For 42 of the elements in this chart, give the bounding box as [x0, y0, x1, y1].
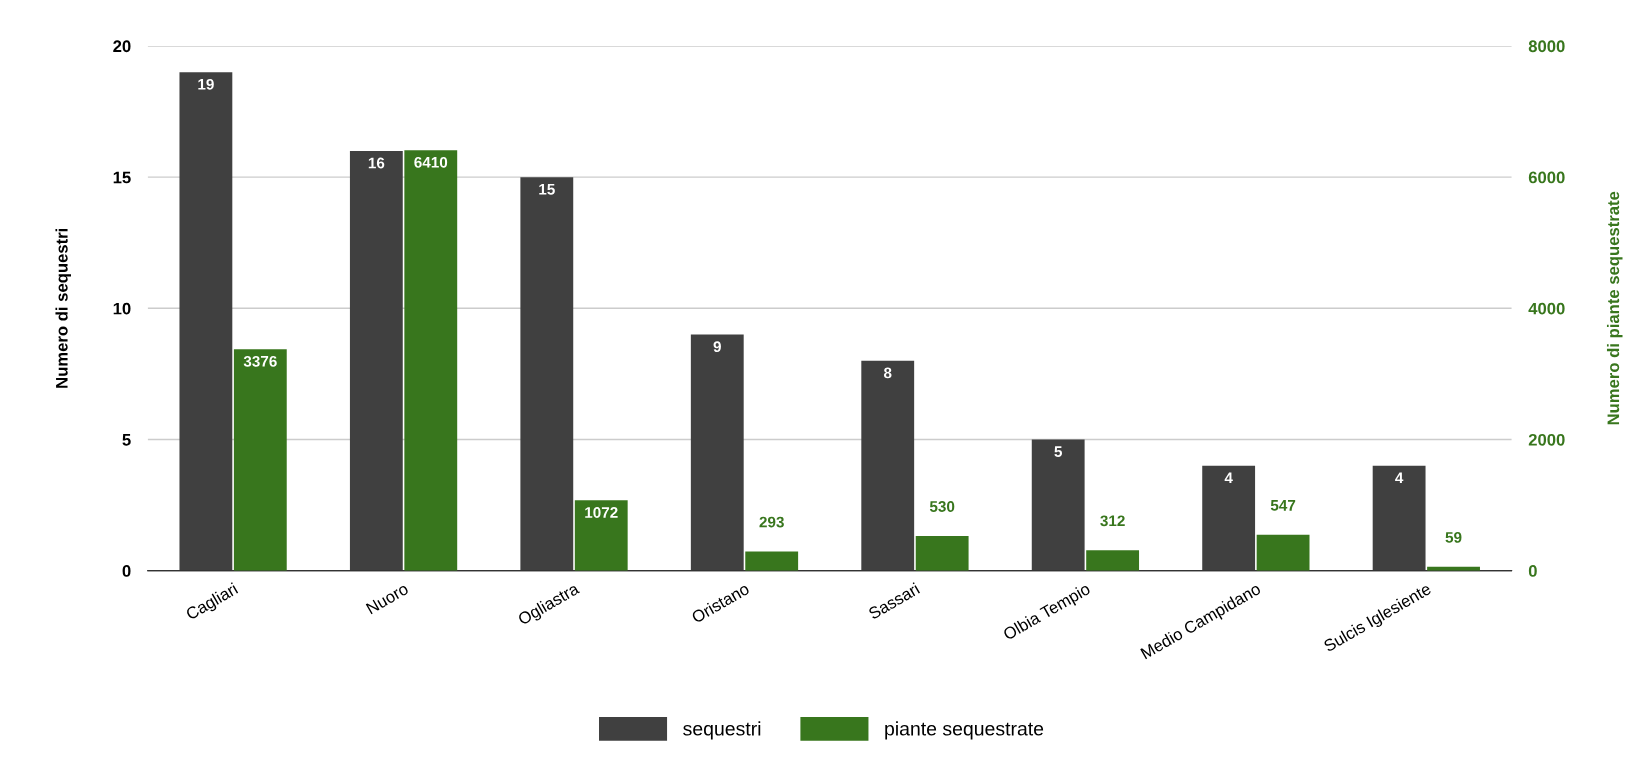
y2-tick-label: 4000 [1528, 302, 1565, 315]
y2-tick-label: 0 [1528, 565, 1537, 577]
data-label: 312 [1100, 515, 1125, 527]
data-label: 19 [198, 78, 214, 90]
bar [574, 500, 628, 571]
data-label: 59 [1445, 531, 1462, 543]
bar [520, 177, 574, 571]
x-tick-label: Nuoro [365, 582, 410, 615]
bar [745, 551, 799, 571]
data-label: 547 [1270, 500, 1296, 511]
y-tick-label: 20 [113, 40, 131, 53]
y-tick-label: 10 [113, 302, 131, 315]
data-label: 4 [1395, 472, 1404, 484]
y-tick-label: 15 [113, 171, 131, 184]
data-label: 530 [929, 501, 955, 512]
data-label: 4 [1224, 472, 1233, 484]
data-label: 8 [883, 367, 892, 379]
bar [1202, 465, 1256, 571]
data-label: 9 [713, 341, 721, 353]
data-label: 16 [368, 157, 385, 169]
legend-label: piante sequestrate [885, 721, 1044, 740]
y2-axis-title: Numero di piante sequestrate [1606, 191, 1623, 425]
data-label: 15 [539, 183, 555, 195]
data-label: 293 [759, 516, 784, 528]
y-tick-label: 5 [122, 434, 131, 446]
bar [915, 535, 969, 571]
bar [861, 360, 915, 571]
y2-tick-label: 6000 [1528, 171, 1565, 184]
bar [1372, 465, 1426, 571]
y2-tick-label: 2000 [1528, 433, 1565, 446]
data-label: 1072 [585, 507, 618, 518]
data-label: 3376 [243, 355, 277, 367]
y-tick-label: 0 [122, 565, 131, 577]
bar [1031, 439, 1085, 571]
data-label: 5 [1054, 446, 1063, 458]
y2-tick-label: 8000 [1528, 40, 1565, 53]
legend-label: sequestri [683, 721, 761, 740]
bar [690, 334, 744, 571]
y-axis-title: Numero di sequestri [55, 228, 71, 388]
bar [179, 72, 233, 571]
bar [1086, 550, 1140, 571]
data-label: 6410 [414, 156, 448, 168]
